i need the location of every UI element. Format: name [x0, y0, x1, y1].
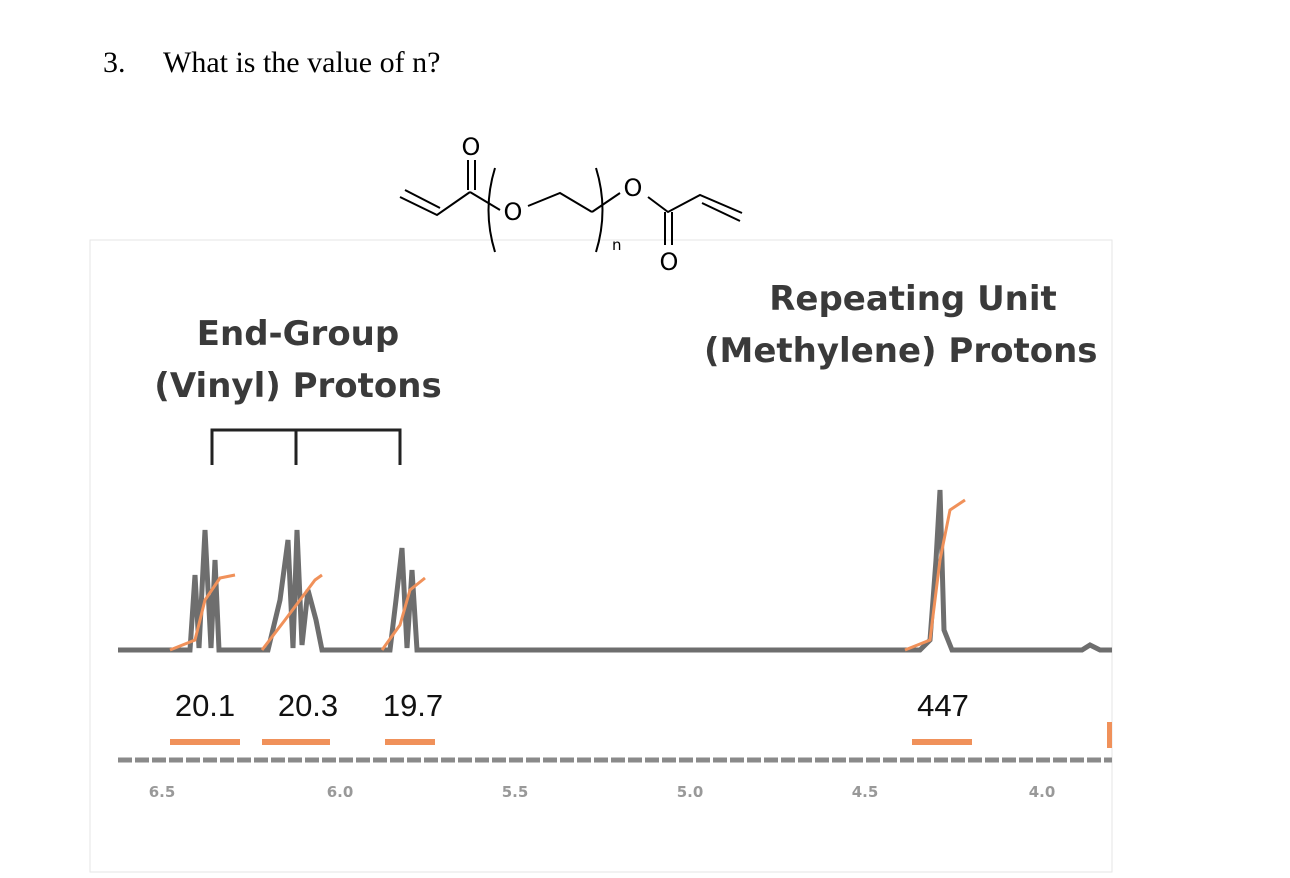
subscript: n [612, 236, 622, 254]
repeating-unit-label: Repeating Unit [769, 279, 1057, 319]
integral-value: 447 [917, 688, 969, 723]
integral-value: 20.3 [278, 688, 338, 723]
axis-tick-label: 6.0 [327, 783, 354, 801]
atom: O [462, 133, 481, 161]
atom: O [660, 248, 679, 276]
question-number: 3. [103, 46, 126, 79]
chemical-structure: O O O O n [399, 133, 743, 276]
axis-tick-label: 4.0 [1029, 783, 1056, 801]
bracket [210, 428, 402, 465]
integral-value: 20.1 [175, 688, 235, 723]
integral-value: 19.7 [383, 688, 443, 723]
question-text: What is the value of n? [163, 46, 440, 79]
integral-bar [170, 722, 1112, 748]
axis-tick-label: 6.5 [149, 783, 176, 801]
atom: O [624, 174, 643, 202]
repeating-unit-label: (Methylene) Protons [704, 331, 1098, 371]
atom: O [504, 198, 523, 226]
axis-tick-label: 5.5 [502, 783, 529, 801]
spectrum-trace [118, 489, 1112, 653]
integral-trace [169, 498, 966, 652]
axis-tick-label: 4.5 [852, 783, 879, 801]
end-group-label: (Vinyl) Protons [154, 366, 441, 406]
end-group-label: End-Group [197, 314, 399, 354]
axis-tick-label: 5.0 [677, 783, 704, 801]
